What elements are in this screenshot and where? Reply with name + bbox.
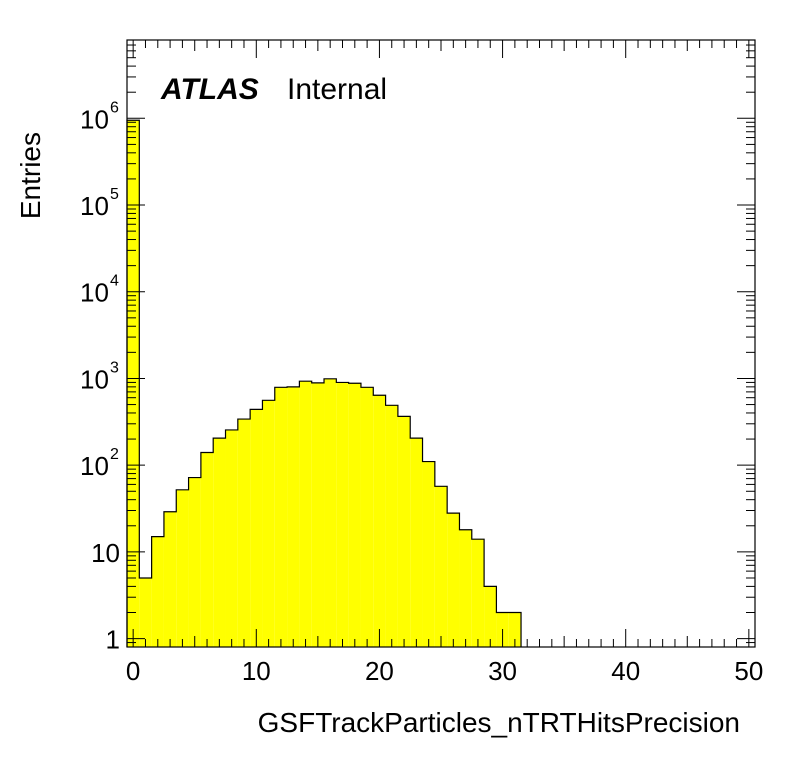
histogram-bar: [324, 378, 337, 647]
histogram-bar: [139, 577, 152, 647]
svg-text:10: 10: [80, 104, 109, 134]
histogram-bar: [447, 513, 460, 647]
y-tick-label: 10 4: [80, 273, 119, 308]
x-tick-label: 40: [611, 656, 640, 686]
histogram-bars: [127, 120, 522, 647]
y-tick-label: 10 5: [80, 186, 119, 221]
y-tick-label: 10 3: [80, 359, 119, 394]
x-tick-label: 30: [488, 656, 517, 686]
plot-frame: [126, 39, 756, 648]
histogram-bar: [385, 405, 398, 647]
histogram-bar: [508, 612, 522, 647]
x-tick-label: 50: [734, 656, 763, 686]
svg-text:2: 2: [110, 446, 119, 463]
histogram-bar: [151, 536, 164, 647]
axis-ticks: [127, 39, 755, 647]
x-tick-label: 10: [242, 656, 271, 686]
histogram-bar: [360, 387, 374, 647]
svg-text:10: 10: [80, 451, 109, 481]
svg-text:3: 3: [110, 359, 119, 376]
svg-text:10: 10: [91, 538, 120, 568]
histogram-bar: [471, 539, 485, 647]
histogram-bar: [176, 489, 189, 647]
y-tick-label: 10: [91, 538, 120, 568]
histogram-bar: [299, 381, 312, 647]
histogram-bar: [188, 477, 201, 647]
histogram-bar: [262, 400, 275, 647]
histogram-bar: [311, 382, 325, 647]
histogram-bar: [434, 486, 448, 647]
atlas-label: ATLAS: [160, 73, 259, 106]
svg-text:6: 6: [110, 99, 119, 116]
y-axis-title: Entries: [15, 132, 46, 219]
svg-text:4: 4: [110, 273, 119, 290]
internal-label: Internal: [287, 73, 387, 106]
svg-text:10: 10: [80, 191, 109, 221]
histogram-bar: [237, 419, 251, 647]
histogram-bar: [163, 511, 177, 647]
histogram-bar: [484, 586, 497, 647]
x-tick-labels: 0 10 20 30 40 50: [126, 656, 763, 686]
svg-text:1: 1: [106, 625, 120, 655]
histogram-bar: [200, 452, 214, 647]
svg-text:5: 5: [110, 186, 119, 203]
histogram-bar: [127, 120, 140, 647]
histogram-bar: [287, 386, 300, 647]
y-tick-label: 10 2: [80, 446, 119, 481]
histogram-bar: [410, 438, 423, 647]
x-tick-label: 0: [126, 656, 140, 686]
histogram-bar: [225, 429, 238, 647]
histogram-bar: [373, 395, 386, 647]
histogram-bar: [274, 387, 288, 647]
x-axis-title: GSFTrackParticles_nTRTHitsPrecision: [258, 707, 740, 738]
histogram-bar: [422, 461, 435, 647]
histogram-bar: [213, 438, 226, 647]
histogram-bar: [459, 529, 472, 647]
histogram-bar: [348, 383, 361, 647]
histogram-bar: [336, 382, 349, 647]
x-tick-label: 20: [365, 656, 394, 686]
y-tick-label: 1: [106, 625, 120, 655]
y-tick-label: 10 6: [80, 99, 119, 134]
histogram-bar: [397, 416, 411, 647]
svg-text:10: 10: [80, 364, 109, 394]
histogram-outline: [126, 119, 522, 647]
svg-text:10: 10: [80, 278, 109, 308]
histogram-bar: [250, 409, 263, 647]
